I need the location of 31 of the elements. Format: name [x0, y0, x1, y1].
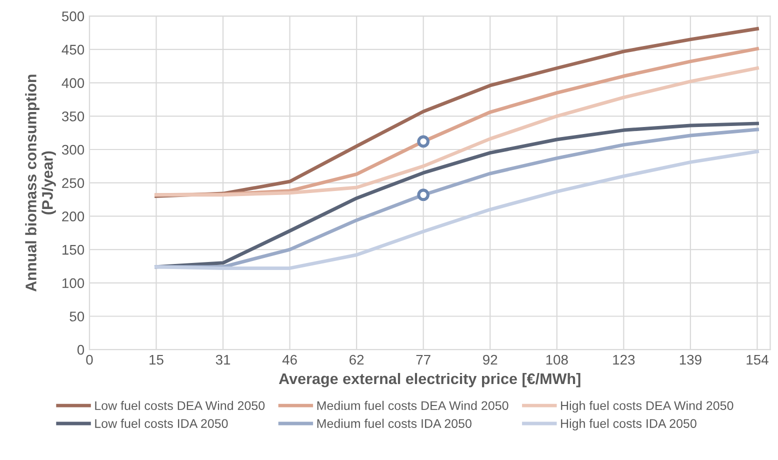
y-tick-label: 100 [62, 278, 84, 288]
x-tick-label: 123 [613, 354, 635, 365]
legend-label: Low fuel costs DEA Wind 2050 [95, 400, 265, 410]
y-axis-title: Annual biomass consumption (PJ/year) [25, 74, 56, 292]
x-tick-label: 108 [546, 354, 568, 365]
y-tick-label: 200 [62, 212, 84, 222]
y-tick-label: 400 [62, 78, 84, 88]
y-tick-label: 250 [62, 178, 84, 188]
y-tick-label: 0 [77, 344, 84, 355]
x-axis-title: Average external electricity price [€/MWh] [278, 372, 580, 388]
legend-label: High fuel costs DEA Wind 2050 [561, 400, 734, 413]
y-tick-label: 350 [62, 111, 84, 122]
x-tick-label: 31 [216, 354, 230, 365]
x-tick-label: 154 [746, 354, 768, 365]
y-tick-label: 50 [70, 312, 84, 322]
legend-label: Medium fuel costs DEA Wind 2050 [317, 400, 508, 410]
x-tick-label: 62 [350, 354, 364, 365]
y-tick-label: 500 [62, 11, 84, 22]
y-tick-label: 300 [62, 144, 84, 155]
x-tick-label: 46 [282, 354, 297, 365]
legend-label: Low fuel costs IDA 2050 [95, 418, 228, 428]
legend-label: Medium fuel costs IDA 2050 [317, 418, 472, 428]
line-series [154, 150, 759, 270]
x-tick-label: 0 [86, 354, 93, 365]
x-tick-label: 92 [483, 354, 498, 365]
legend-label: High fuel costs IDA 2050 [561, 418, 696, 430]
x-tick-label: 77 [416, 354, 430, 365]
y-tick-label: 450 [62, 44, 84, 55]
x-tick-label: 139 [680, 354, 702, 365]
x-tick-label: 15 [150, 354, 164, 365]
y-tick-label: 150 [62, 244, 84, 255]
